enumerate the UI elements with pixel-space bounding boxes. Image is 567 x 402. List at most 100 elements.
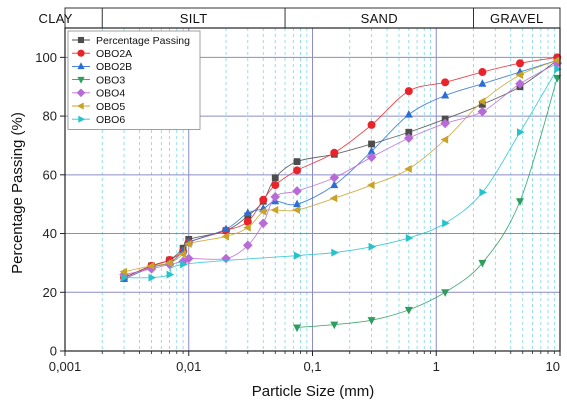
data-point-obo3 (441, 289, 450, 297)
data-point-percentage-passing (271, 174, 279, 182)
legend-label-obo3: OBO3 (96, 74, 125, 86)
data-point-obo4 (366, 152, 377, 162)
series-obo3 (293, 74, 562, 333)
data-point-obo5 (184, 239, 192, 248)
data-point-obo3 (330, 321, 339, 330)
legend-item-obo3: OBO3 (72, 74, 125, 86)
data-point-obo5 (221, 232, 230, 241)
series-obo4 (119, 58, 563, 280)
legend-label-obo5: OBO5 (96, 101, 125, 113)
data-point-obo5 (515, 70, 523, 79)
data-point-obo2a (271, 181, 280, 190)
data-point-obo6 (331, 248, 339, 257)
data-point-obo2a (293, 166, 302, 175)
legend-label-obo2b: OBO2B (96, 61, 132, 73)
band-label-clay: CLAY (39, 11, 73, 26)
data-point-obo5 (178, 250, 187, 259)
legend-item-obo5: OBO5 (72, 101, 125, 113)
data-point-obo4 (270, 192, 281, 202)
data-point-obo5 (146, 261, 155, 270)
data-point-obo2b (404, 110, 413, 118)
data-point-obo2b (293, 199, 302, 208)
data-point-obo4 (178, 256, 188, 267)
data-point-obo5 (258, 207, 267, 216)
x-tick-label: 0,1 (303, 359, 321, 374)
data-point-obo6 (294, 251, 302, 260)
data-point-obo2a (259, 195, 268, 204)
data-point-obo2a (367, 120, 376, 129)
y-tick-label: 80 (43, 109, 57, 124)
data-point-obo6 (368, 242, 377, 251)
data-point-percentage-passing (478, 100, 486, 108)
data-point-obo2a (404, 87, 413, 96)
data-point-obo2a (478, 68, 487, 77)
x-axis-title: Particle Size (mm) (252, 383, 375, 400)
legend-label-percentage-passing: Percentage Passing (96, 35, 190, 47)
data-point-obo2a (243, 217, 252, 226)
data-point-obo5 (366, 181, 375, 190)
legend-marker-obo3 (77, 76, 85, 84)
data-point-obo4 (329, 172, 340, 183)
data-point-obo5 (552, 56, 561, 65)
band-label-gravel: GRAVEL (490, 11, 544, 26)
data-point-obo6 (479, 188, 487, 197)
data-point-obo5 (440, 135, 449, 144)
legend-item-obo2b: OBO2B (72, 61, 132, 73)
data-point-obo4 (183, 253, 194, 264)
data-point-obo6 (405, 233, 414, 242)
data-point-percentage-passing (405, 128, 413, 136)
data-point-obo4 (515, 78, 525, 89)
data-point-obo2b (330, 180, 339, 189)
legend-item-obo6: OBO6 (72, 114, 125, 126)
data-point-obo2a (441, 78, 450, 87)
data-point-obo5 (477, 97, 486, 106)
y-tick-label: 100 (35, 50, 57, 65)
x-tick-label: 0,001 (49, 359, 82, 374)
data-point-obo3 (293, 324, 302, 333)
legend-label-obo2a: OBO2A (96, 48, 132, 60)
data-point-obo5 (329, 194, 338, 203)
legend-label-obo4: OBO4 (96, 88, 125, 100)
legend-marker-obo6 (78, 115, 86, 123)
data-point-obo3 (367, 317, 376, 325)
data-point-obo4 (292, 186, 302, 196)
data-point-obo2b (243, 208, 252, 216)
legend-item-percentage-passing: Percentage Passing (72, 35, 190, 47)
data-point-obo4 (552, 58, 563, 69)
legend-label-obo6: OBO6 (96, 114, 125, 126)
data-point-obo3 (515, 198, 524, 206)
series-obo6 (121, 65, 562, 282)
data-point-obo5 (243, 223, 251, 232)
data-point-percentage-passing (368, 140, 375, 148)
legend-marker-obo5 (76, 102, 84, 110)
data-point-obo2b (478, 79, 487, 87)
data-point-obo2b (441, 90, 450, 99)
x-tick-label: 1 (433, 359, 440, 374)
series-line-obo3 (297, 77, 558, 328)
data-point-obo4 (221, 253, 231, 264)
data-point-obo6 (554, 65, 562, 74)
data-point-obo5 (292, 206, 301, 215)
data-point-obo4 (258, 218, 269, 229)
data-point-obo5 (270, 206, 279, 215)
data-point-obo4 (440, 118, 450, 129)
data-point-obo6 (516, 128, 525, 137)
data-point-obo2b (222, 224, 231, 233)
data-point-obo6 (148, 273, 157, 282)
data-point-obo2b (367, 146, 376, 155)
data-point-obo6 (121, 273, 129, 282)
data-point-obo4 (477, 106, 488, 117)
y-tick-label: 20 (43, 285, 57, 300)
band-label-sand: SAND (361, 11, 398, 26)
data-point-obo6 (180, 260, 188, 269)
data-point-obo6 (166, 270, 175, 279)
legend-box (67, 30, 201, 130)
y-tick-label: 60 (43, 167, 57, 182)
series-layer (119, 53, 563, 333)
data-point-obo3 (553, 74, 562, 83)
data-point-obo4 (146, 263, 157, 274)
y-tick-label: 40 (43, 226, 57, 241)
legend-item-obo2a: OBO2A (72, 48, 132, 60)
